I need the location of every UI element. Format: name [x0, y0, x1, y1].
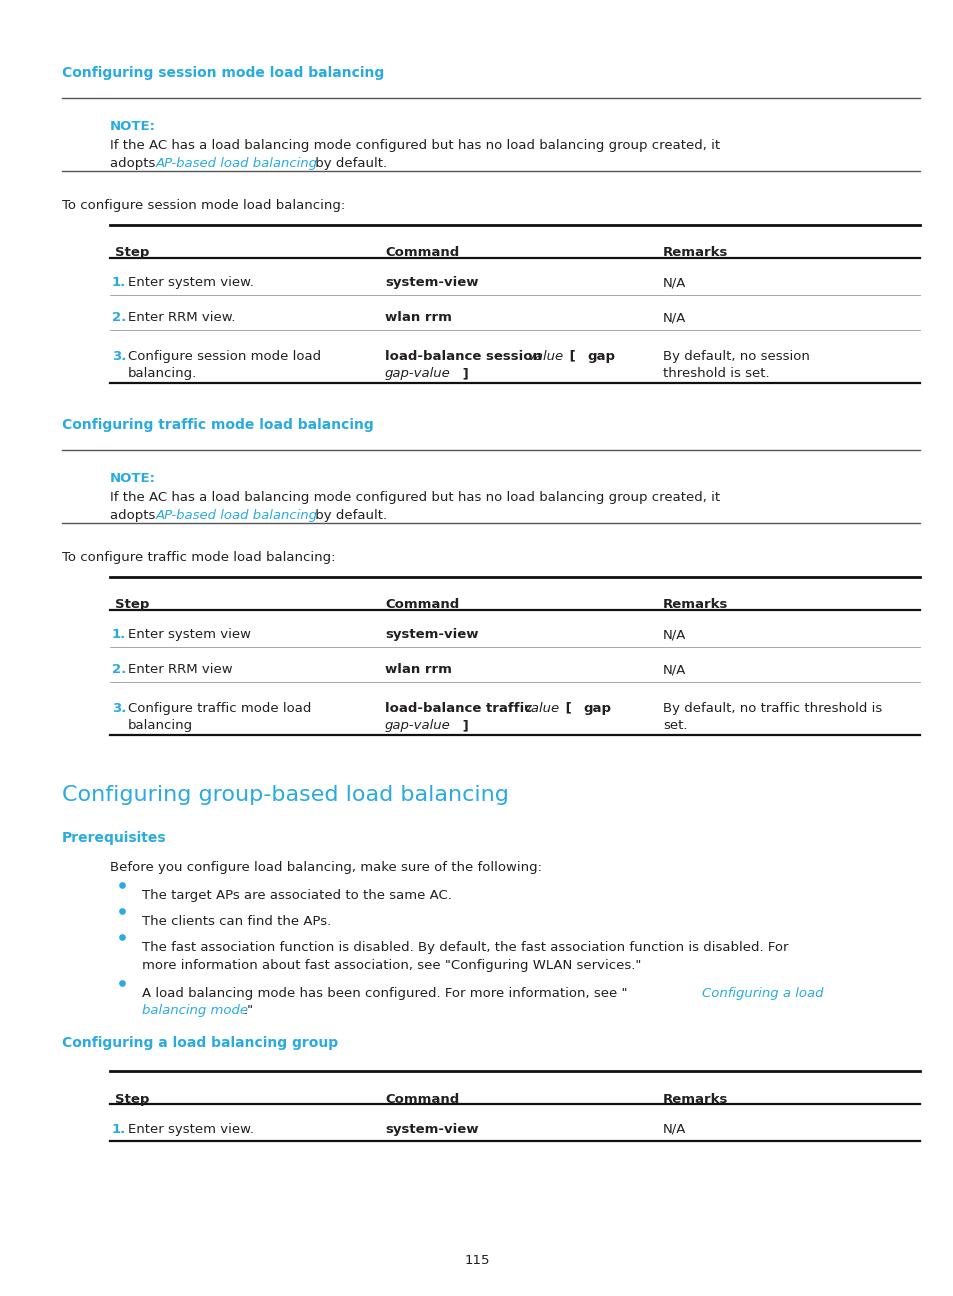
Text: [: [	[564, 350, 579, 363]
Text: By default, no traffic threshold is: By default, no traffic threshold is	[662, 701, 882, 715]
Text: 2.: 2.	[112, 311, 126, 324]
Text: gap-value: gap-value	[385, 367, 450, 380]
Text: Enter system view: Enter system view	[128, 629, 251, 642]
Text: AP-based load balancing: AP-based load balancing	[156, 509, 317, 522]
Text: balancing.: balancing.	[128, 367, 197, 380]
Text: 1.: 1.	[112, 276, 126, 289]
Text: load-balance session: load-balance session	[385, 350, 546, 363]
Text: 3.: 3.	[112, 350, 126, 363]
Text: Configure session mode load: Configure session mode load	[128, 350, 321, 363]
Text: N/A: N/A	[662, 311, 685, 324]
Text: Enter system view.: Enter system view.	[128, 276, 253, 289]
Text: 2.: 2.	[112, 664, 126, 677]
Text: Remarks: Remarks	[662, 1093, 727, 1105]
Text: N/A: N/A	[662, 276, 685, 289]
Text: The clients can find the APs.: The clients can find the APs.	[142, 915, 331, 928]
Text: Configuring a load: Configuring a load	[701, 986, 822, 999]
Text: system-view: system-view	[385, 1122, 478, 1135]
Text: set.: set.	[662, 719, 687, 732]
Text: Configuring session mode load balancing: Configuring session mode load balancing	[62, 66, 384, 80]
Text: Before you configure load balancing, make sure of the following:: Before you configure load balancing, mak…	[110, 861, 541, 874]
Text: [: [	[560, 701, 576, 715]
Text: N/A: N/A	[662, 629, 685, 642]
Text: Remarks: Remarks	[662, 246, 727, 259]
Text: wlan rrm: wlan rrm	[385, 664, 452, 677]
Text: To configure session mode load balancing:: To configure session mode load balancing…	[62, 198, 345, 211]
Text: load-balance traffic: load-balance traffic	[385, 701, 537, 715]
Text: Configure traffic mode load: Configure traffic mode load	[128, 701, 311, 715]
Text: system-view: system-view	[385, 276, 478, 289]
Text: 1.: 1.	[112, 1122, 126, 1135]
Text: To configure traffic mode load balancing:: To configure traffic mode load balancing…	[62, 551, 335, 564]
Text: adopts: adopts	[110, 509, 159, 522]
Text: threshold is set.: threshold is set.	[662, 367, 769, 380]
Text: NOTE:: NOTE:	[110, 121, 156, 133]
Text: balancing mode: balancing mode	[142, 1004, 248, 1017]
Text: By default, no session: By default, no session	[662, 350, 809, 363]
Text: Remarks: Remarks	[662, 599, 727, 612]
Text: Command: Command	[385, 1093, 458, 1105]
Text: by default.: by default.	[311, 157, 387, 170]
Text: N/A: N/A	[662, 664, 685, 677]
Text: 115: 115	[464, 1255, 489, 1267]
Text: Configuring a load balancing group: Configuring a load balancing group	[62, 1036, 337, 1050]
Text: 3.: 3.	[112, 701, 126, 715]
Text: more information about fast association, see "Configuring WLAN services.": more information about fast association,…	[142, 959, 640, 972]
Text: The target APs are associated to the same AC.: The target APs are associated to the sam…	[142, 889, 452, 902]
Text: Command: Command	[385, 246, 458, 259]
Text: NOTE:: NOTE:	[110, 472, 156, 485]
Text: ]: ]	[457, 719, 468, 732]
Text: balancing: balancing	[128, 719, 193, 732]
Text: N/A: N/A	[662, 1122, 685, 1135]
Text: wlan rrm: wlan rrm	[385, 311, 452, 324]
Text: gap: gap	[586, 350, 615, 363]
Text: .": ."	[244, 1004, 253, 1017]
Text: 1.: 1.	[112, 629, 126, 642]
Text: gap: gap	[582, 701, 610, 715]
Text: Configuring group-based load balancing: Configuring group-based load balancing	[62, 785, 508, 805]
Text: ]: ]	[457, 367, 468, 380]
Text: Command: Command	[385, 599, 458, 612]
Text: by default.: by default.	[311, 509, 387, 522]
Text: gap-value: gap-value	[385, 719, 450, 732]
Text: The fast association function is disabled. By default, the fast association func: The fast association function is disable…	[142, 941, 788, 954]
Text: If the AC has a load balancing mode configured but has no load balancing group c: If the AC has a load balancing mode conf…	[110, 139, 720, 152]
Text: AP-based load balancing: AP-based load balancing	[156, 157, 317, 170]
Text: value: value	[526, 350, 562, 363]
Text: adopts: adopts	[110, 157, 159, 170]
Text: Configuring traffic mode load balancing: Configuring traffic mode load balancing	[62, 419, 374, 432]
Text: Enter RRM view: Enter RRM view	[128, 664, 233, 677]
Text: Step: Step	[115, 1093, 150, 1105]
Text: Enter system view.: Enter system view.	[128, 1122, 253, 1135]
Text: A load balancing mode has been configured. For more information, see ": A load balancing mode has been configure…	[142, 986, 627, 999]
Text: value: value	[522, 701, 558, 715]
Text: Step: Step	[115, 599, 150, 612]
Text: Step: Step	[115, 246, 150, 259]
Text: If the AC has a load balancing mode configured but has no load balancing group c: If the AC has a load balancing mode conf…	[110, 491, 720, 504]
Text: Enter RRM view.: Enter RRM view.	[128, 311, 235, 324]
Text: system-view: system-view	[385, 629, 478, 642]
Text: Prerequisites: Prerequisites	[62, 831, 167, 845]
